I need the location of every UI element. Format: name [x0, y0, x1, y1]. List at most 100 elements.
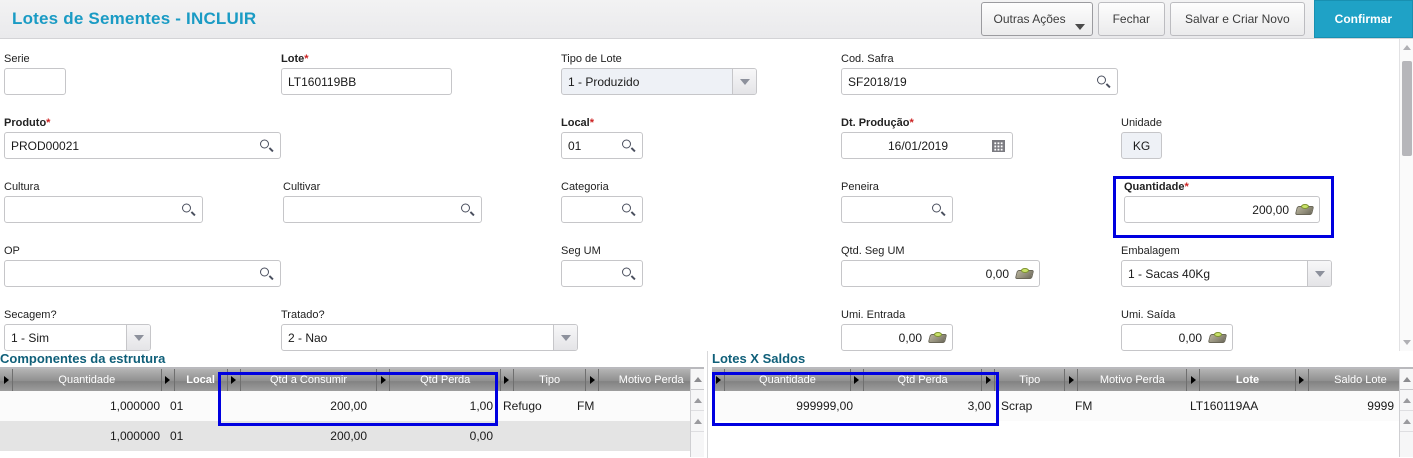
search-icon[interactable] [461, 203, 475, 216]
scroll-up-icon[interactable] [691, 390, 704, 411]
confirm-button[interactable]: Confirmar [1313, 0, 1413, 38]
column-menu-icon[interactable] [850, 369, 864, 391]
column-menu-icon[interactable] [161, 369, 175, 391]
search-icon[interactable] [182, 203, 196, 216]
cultura-input-wrap[interactable] [4, 196, 203, 223]
column-header-quantidade[interactable]: Quantidade [13, 369, 162, 391]
column-menu-icon[interactable] [227, 369, 241, 391]
column-menu-icon[interactable] [377, 369, 391, 391]
tipo-lote-select[interactable]: 1 - Produzido [561, 68, 757, 95]
cod-safra-input[interactable] [842, 69, 1117, 94]
field-op: OP [4, 245, 281, 287]
scroll-page-up-icon[interactable] [691, 411, 704, 432]
column-header-quantidade[interactable]: Quantidade [725, 369, 851, 391]
lote-input-wrap[interactable] [281, 68, 452, 95]
money-icon[interactable] [1014, 267, 1035, 280]
search-icon[interactable] [260, 139, 274, 152]
column-menu-icon[interactable] [982, 369, 996, 391]
tratado-value: 2 - Nao [288, 330, 328, 345]
column-header-qtd-a-consumir[interactable]: Qtd a Consumir [240, 369, 378, 391]
secagem-select[interactable]: 1 - Sim [4, 324, 151, 351]
column-header-tipo[interactable]: Tipo [513, 369, 587, 391]
qtd-seg-um-input-wrap[interactable] [841, 260, 1040, 287]
peneira-input-wrap[interactable] [841, 196, 953, 223]
secagem-dropdown-icon[interactable] [126, 325, 150, 350]
field-dt-producao: Dt. Produção* [841, 117, 1013, 159]
tratado-select[interactable]: 2 - Nao [281, 324, 578, 351]
other-actions-label: Outras Ações [993, 12, 1066, 26]
serie-input[interactable] [5, 69, 65, 94]
tipo-lote-dropdown-icon[interactable] [732, 69, 756, 94]
close-button[interactable]: Fechar [1097, 2, 1165, 36]
column-header-qtd-perda[interactable]: Qtd Perda [390, 369, 501, 391]
column-header-motivo-perda[interactable]: Motivo Perda [599, 369, 704, 391]
label-quantidade: Quantidade* [1124, 181, 1189, 193]
scroll-page-up-icon[interactable] [1400, 411, 1413, 432]
quantidade-input[interactable] [1125, 197, 1319, 222]
lote-input[interactable] [282, 69, 451, 94]
scroll-up-icon[interactable] [1400, 390, 1413, 411]
cultivar-input-wrap[interactable] [283, 196, 482, 223]
op-input[interactable] [5, 261, 280, 286]
search-icon[interactable] [932, 203, 946, 216]
grid-right-scrollbar[interactable] [1399, 369, 1413, 457]
serie-input-wrap[interactable] [4, 68, 66, 95]
column-header-local[interactable]: Local [174, 369, 228, 391]
column-header-saldo-lote[interactable]: Saldo Lote [1308, 369, 1413, 391]
column-header-qtd-perda[interactable]: Qtd Perda [863, 369, 983, 391]
categoria-input-wrap[interactable] [561, 196, 643, 223]
column-header-tipo[interactable]: Tipo [995, 369, 1066, 391]
column-menu-icon[interactable] [500, 369, 514, 391]
seg-um-input-wrap[interactable] [561, 260, 643, 287]
scroll-down-icon[interactable] [1403, 340, 1411, 345]
embalagem-dropdown-icon[interactable] [1307, 261, 1331, 286]
column-menu-icon[interactable] [586, 369, 600, 391]
op-input-wrap[interactable] [4, 260, 281, 287]
page-scroll-thumb[interactable] [1402, 61, 1412, 156]
produto-input-wrap[interactable] [4, 132, 281, 159]
other-actions-button[interactable]: Outras Ações [980, 2, 1093, 36]
scroll-top-icon[interactable] [691, 369, 704, 390]
grid-left-scrollbar[interactable] [690, 369, 704, 457]
column-menu-icon[interactable] [712, 369, 725, 391]
column-header-motivo-perda[interactable]: Motivo Perda [1078, 369, 1188, 391]
umi-entrada-input-wrap[interactable] [841, 324, 953, 351]
search-icon[interactable] [1097, 75, 1111, 88]
qtd-seg-um-input[interactable] [842, 261, 1039, 286]
scroll-top-icon[interactable] [1400, 369, 1413, 390]
save-and-new-button[interactable]: Salvar e Criar Novo [1169, 2, 1305, 36]
quantidade-input-wrap[interactable] [1124, 196, 1320, 223]
embalagem-select[interactable]: 1 - Sacas 40Kg [1121, 260, 1332, 287]
table-row[interactable]: 1,000000 01 200,00 0,00 [0, 421, 704, 451]
label-qtd-seg-um: Qtd. Seg UM [841, 245, 905, 257]
tipo-lote-value: 1 - Produzido [568, 74, 640, 89]
umi-saida-input-wrap[interactable] [1121, 324, 1233, 351]
cod-safra-input-wrap[interactable] [841, 68, 1118, 95]
scroll-up-icon[interactable] [1403, 45, 1411, 50]
column-menu-icon[interactable] [1295, 369, 1309, 391]
money-icon[interactable] [1207, 331, 1228, 344]
search-icon[interactable] [622, 139, 636, 152]
calendar-icon[interactable] [992, 139, 1005, 152]
produto-input[interactable] [5, 133, 280, 158]
search-icon[interactable] [260, 267, 274, 280]
local-input-wrap[interactable] [561, 132, 643, 159]
table-row[interactable]: 1,000000 01 200,00 1,00 Refugo FM [0, 391, 704, 421]
column-menu-icon[interactable] [1187, 369, 1201, 391]
search-icon[interactable] [622, 203, 636, 216]
table-row[interactable]: 999999,00 3,00 Scrap FM LT160119AA 9999 [712, 391, 1413, 421]
header-actions: Outras Ações Fechar Salvar e Criar Novo … [980, 0, 1413, 38]
money-icon[interactable] [927, 331, 948, 344]
search-icon[interactable] [622, 267, 636, 280]
dt-producao-input[interactable] [842, 133, 1012, 158]
column-menu-icon[interactable] [1065, 369, 1079, 391]
money-icon[interactable] [1294, 203, 1315, 216]
cultivar-input[interactable] [284, 197, 481, 222]
column-header-lote[interactable]: Lote [1200, 369, 1296, 391]
tratado-dropdown-icon[interactable] [553, 325, 577, 350]
cultura-input[interactable] [5, 197, 202, 222]
dt-producao-input-wrap[interactable] [841, 132, 1013, 159]
label-tipo-lote: Tipo de Lote [561, 53, 622, 65]
column-menu-icon[interactable] [0, 369, 13, 391]
page-scrollbar[interactable] [1399, 39, 1413, 351]
